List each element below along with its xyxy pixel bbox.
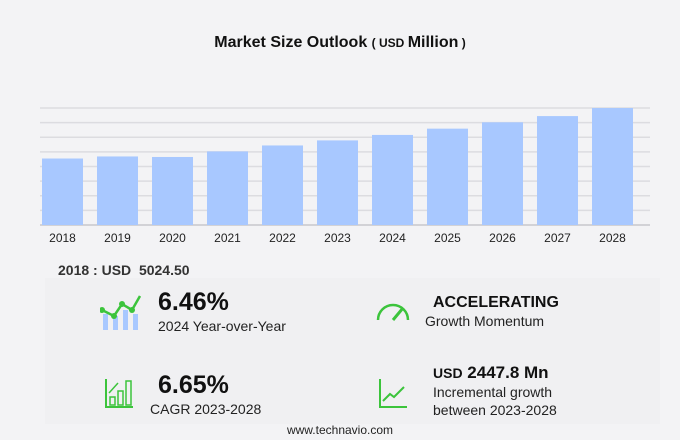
bar-2023 [317,140,358,225]
speedometer-icon [376,303,410,321]
bar-2026 [482,122,523,225]
bar-2018 [42,158,83,225]
x-tick-label: 2020 [159,231,186,245]
bar-2027 [537,116,578,225]
trend-line-icon [379,379,407,408]
bar-2021 [207,151,248,225]
x-tick-label: 2025 [434,231,461,245]
x-tick-label: 2023 [324,231,351,245]
x-tick-label: 2024 [379,231,406,245]
base-year-value: 2018 : USD 5024.50 [58,262,190,278]
x-tick-label: 2019 [104,231,131,245]
yoy-kpi: 6.46% 2024 Year-over-Year [158,288,286,334]
x-tick-label: 2026 [489,231,516,245]
bar-2024 [372,134,413,225]
bar-2022 [262,145,303,225]
growth-chart-icon [100,295,142,330]
bar-2019 [97,156,138,225]
cagr-kpi: 6.65% CAGR 2023-2028 [150,371,262,417]
x-tick-label: 2022 [269,231,296,245]
x-tick-label: 2028 [599,231,626,245]
footer-url: www.technavio.com [286,423,394,437]
momentum-kpi: ACCELERATING Growth Momentum [425,294,559,329]
bar-2025 [427,128,468,225]
chart-title: Market Size Outlook ( USD Million ) [214,34,466,51]
bar-growth-icon [105,379,133,408]
incremental-kpi: USD 2447.8 Mn Incremental growth between… [433,363,557,418]
x-tick-label: 2027 [544,231,571,245]
x-tick-label: 2018 [49,231,76,245]
x-tick-label: 2021 [214,231,241,245]
kpi-panel [45,278,660,424]
bar-2028 [592,108,633,225]
bar-chart: 2018 2019 2020 2021 2022 2023 2024 2025 2026 2027… [40,107,650,245]
bar-2020 [152,156,193,225]
